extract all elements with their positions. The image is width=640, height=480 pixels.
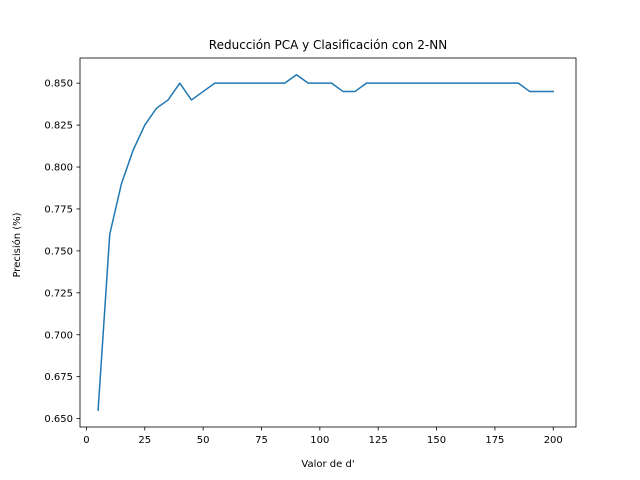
y-axis-label: Precisión (%) bbox=[11, 212, 23, 277]
y-tick-label: 0.775 bbox=[44, 204, 73, 215]
plot-area: 0 25 50 75 100 125 150 175 200 0.650 0.675 0.700 0.7… bbox=[44, 57, 577, 446]
y-tick-label: 0.650 bbox=[44, 414, 73, 425]
x-tick-label: 25 bbox=[138, 435, 151, 446]
x-tick-label: 125 bbox=[369, 435, 388, 446]
x-tick-label: 175 bbox=[485, 435, 504, 446]
x-tick-label: 75 bbox=[255, 435, 268, 446]
series-line-0 bbox=[97, 74, 554, 412]
x-tick-label: 0 bbox=[83, 435, 89, 446]
x-tick-label: 100 bbox=[310, 435, 329, 446]
y-tick-label: 0.750 bbox=[44, 246, 73, 257]
chart-title: Reducción PCA y Clasificación con 2-NN bbox=[209, 38, 447, 52]
y-tick-label: 0.700 bbox=[44, 330, 73, 341]
y-tick-label: 0.675 bbox=[44, 372, 73, 383]
y-tick-label: 0.725 bbox=[44, 288, 73, 299]
y-tick-label: 0.850 bbox=[44, 79, 73, 90]
x-axis-label: Valor de d' bbox=[301, 459, 354, 470]
y-tick-label: 0.800 bbox=[44, 163, 73, 174]
x-tick-label: 200 bbox=[544, 435, 563, 446]
y-tick-label: 0.825 bbox=[44, 121, 73, 132]
x-tick-label: 50 bbox=[197, 435, 210, 446]
x-tick-label: 150 bbox=[427, 435, 446, 446]
axes-frame bbox=[79, 57, 577, 428]
